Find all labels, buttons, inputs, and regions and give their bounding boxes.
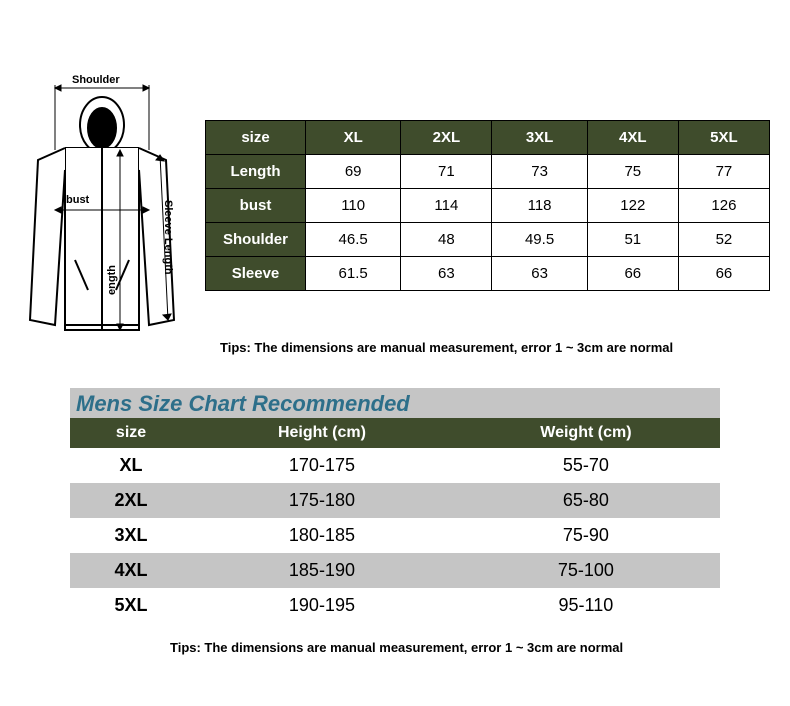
table-row: 2XL175-18065-80 <box>70 483 720 518</box>
row-label: Length <box>206 155 306 189</box>
table-cell: 126 <box>678 189 769 223</box>
table-cell: 118 <box>492 189 587 223</box>
table-cell: 114 <box>401 189 492 223</box>
diagram-label-shoulder: Shoulder <box>72 74 120 86</box>
table-header-cell: XL <box>306 121 401 155</box>
table-header-cell: 5XL <box>678 121 769 155</box>
height-cell: 175-180 <box>192 483 452 518</box>
recommend-table-grid: sizeHeight (cm)Weight (cm) XL170-17555-7… <box>70 418 720 623</box>
recommend-title: Mens Size Chart Recommended <box>70 388 720 420</box>
table-cell: 63 <box>401 257 492 291</box>
table-cell: 48 <box>401 223 492 257</box>
table-cell: 66 <box>678 257 769 291</box>
table-row: 5XL190-19595-110 <box>70 588 720 623</box>
size-cell: 3XL <box>70 518 192 553</box>
table-header-cell: size <box>70 418 192 448</box>
table-cell: 52 <box>678 223 769 257</box>
diagram-label-bust: bust <box>66 194 89 206</box>
table-cell: 75 <box>587 155 678 189</box>
weight-cell: 75-90 <box>452 518 720 553</box>
row-label: Sleeve <box>206 257 306 291</box>
size-cell: 4XL <box>70 553 192 588</box>
weight-cell: 65-80 <box>452 483 720 518</box>
table-header-cell: size <box>206 121 306 155</box>
size-cell: XL <box>70 448 192 483</box>
weight-cell: 75-100 <box>452 553 720 588</box>
recommend-table-header-row: sizeHeight (cm)Weight (cm) <box>70 418 720 448</box>
table-header-cell: Weight (cm) <box>452 418 720 448</box>
table-cell: 61.5 <box>306 257 401 291</box>
table-cell: 122 <box>587 189 678 223</box>
table-row: 3XL180-18575-90 <box>70 518 720 553</box>
table-row: Length6971737577 <box>206 155 770 189</box>
size-cell: 5XL <box>70 588 192 623</box>
table-header-cell: Height (cm) <box>192 418 452 448</box>
table-cell: 73 <box>492 155 587 189</box>
table-row: 4XL185-19075-100 <box>70 553 720 588</box>
table-header-cell: 3XL <box>492 121 587 155</box>
diagram-label-sleeve: Sleeve Length <box>162 200 174 275</box>
table-cell: 77 <box>678 155 769 189</box>
row-label: bust <box>206 189 306 223</box>
tips-text-1: Tips: The dimensions are manual measurem… <box>220 340 673 355</box>
height-cell: 180-185 <box>192 518 452 553</box>
size-cell: 2XL <box>70 483 192 518</box>
recommend-table-body: XL170-17555-702XL175-18065-803XL180-1857… <box>70 448 720 623</box>
table-cell: 46.5 <box>306 223 401 257</box>
table-cell: 49.5 <box>492 223 587 257</box>
height-cell: 185-190 <box>192 553 452 588</box>
height-cell: 170-175 <box>192 448 452 483</box>
table-cell: 69 <box>306 155 401 189</box>
table-cell: 71 <box>401 155 492 189</box>
size-table: sizeXL2XL3XL4XL5XL Length6971737577bust1… <box>205 120 770 291</box>
table-row: Sleeve61.563636666 <box>206 257 770 291</box>
diagram-label-length: ength <box>106 265 118 295</box>
table-cell: 51 <box>587 223 678 257</box>
jacket-svg <box>20 80 185 360</box>
recommend-table: sizeHeight (cm)Weight (cm) XL170-17555-7… <box>70 418 720 623</box>
height-cell: 190-195 <box>192 588 452 623</box>
size-table-body: Length6971737577bust110114118122126Shoul… <box>206 155 770 291</box>
row-label: Shoulder <box>206 223 306 257</box>
size-table-grid: sizeXL2XL3XL4XL5XL Length6971737577bust1… <box>205 120 770 291</box>
tips-text-2: Tips: The dimensions are manual measurem… <box>170 640 623 655</box>
table-cell: 66 <box>587 257 678 291</box>
table-row: XL170-17555-70 <box>70 448 720 483</box>
size-table-header-row: sizeXL2XL3XL4XL5XL <box>206 121 770 155</box>
weight-cell: 95-110 <box>452 588 720 623</box>
table-header-cell: 4XL <box>587 121 678 155</box>
table-header-cell: 2XL <box>401 121 492 155</box>
table-cell: 110 <box>306 189 401 223</box>
table-cell: 63 <box>492 257 587 291</box>
table-row: bust110114118122126 <box>206 189 770 223</box>
weight-cell: 55-70 <box>452 448 720 483</box>
jacket-diagram: Shoulder bust ength Sleeve Length <box>20 80 185 360</box>
table-row: Shoulder46.54849.55152 <box>206 223 770 257</box>
